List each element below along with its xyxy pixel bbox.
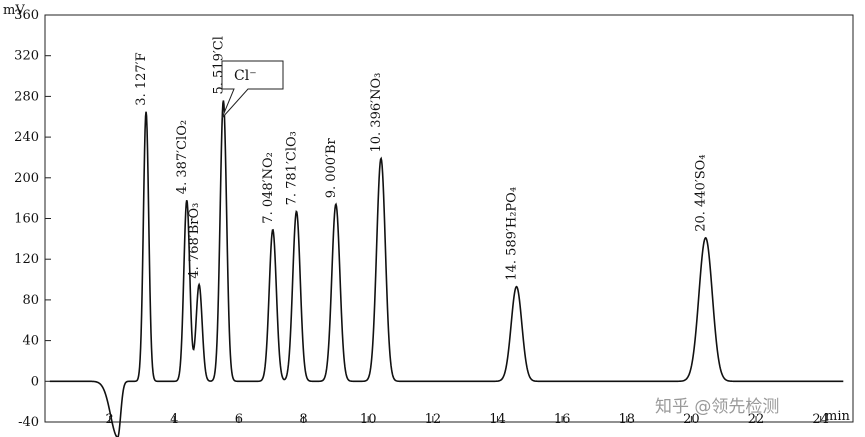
- y-tick-label: -40: [18, 415, 39, 430]
- y-tick-label: 320: [14, 49, 39, 64]
- y-tick-label: 120: [14, 252, 39, 267]
- plot-frame: [44, 14, 854, 423]
- x-axis-unit: min: [825, 409, 850, 424]
- y-tick-label: 200: [14, 171, 39, 186]
- peak-label: 7. 048′NO₂: [261, 152, 276, 224]
- callout-text: Cl⁻: [234, 68, 257, 84]
- y-axis: -40 0 40 80 120 160 200 240 280 320 360: [14, 8, 51, 430]
- y-tick-label: 0: [31, 374, 39, 389]
- x-tick-label: 6: [235, 412, 243, 427]
- cl-callout: Cl⁻: [221, 60, 284, 119]
- x-tick-label: 4: [170, 412, 178, 427]
- y-axis-unit: mV: [3, 3, 25, 18]
- x-tick-label: 12: [425, 412, 442, 427]
- peak-label: 4. 387′ClO₂: [175, 120, 190, 194]
- watermark: 知乎 @领先检测: [655, 397, 779, 417]
- x-tick-label: 22: [748, 412, 765, 427]
- peak-label: 4. 768′BrO₃: [187, 203, 202, 279]
- peak-label: 14. 589′H₂PO₄: [505, 187, 520, 281]
- x-tick-label: 16: [554, 412, 571, 427]
- x-tick-label: 8: [299, 412, 307, 427]
- peak-label: 10. 396′NO₃: [369, 73, 384, 153]
- peak-label: 20. 440′SO₄: [694, 154, 709, 231]
- x-tick-label: 24: [812, 412, 829, 427]
- y-tick-label: 360: [14, 8, 39, 23]
- x-tick-label: 18: [618, 412, 635, 427]
- chromatogram-trace: [49, 100, 844, 437]
- peak-label: 3. 127′F: [134, 52, 149, 105]
- x-axis: 2 4 6 8 10 12 14 16 18 20 22 24: [105, 412, 828, 427]
- x-tick-label: 20: [683, 412, 700, 427]
- callout-box: [221, 60, 284, 119]
- x-tick-label: 10: [360, 412, 377, 427]
- y-tick-label: 280: [14, 89, 39, 104]
- x-tick-label: 2: [105, 412, 113, 427]
- peak-label: 7. 781′ClO₃: [285, 131, 300, 205]
- peak-label: 9. 000′Br: [324, 137, 339, 198]
- x-tick-label: 14: [489, 412, 506, 427]
- y-tick-label: 40: [22, 334, 39, 349]
- y-tick-label: 240: [14, 130, 39, 145]
- y-tick-label: 160: [14, 212, 39, 227]
- y-tick-label: 80: [22, 293, 39, 308]
